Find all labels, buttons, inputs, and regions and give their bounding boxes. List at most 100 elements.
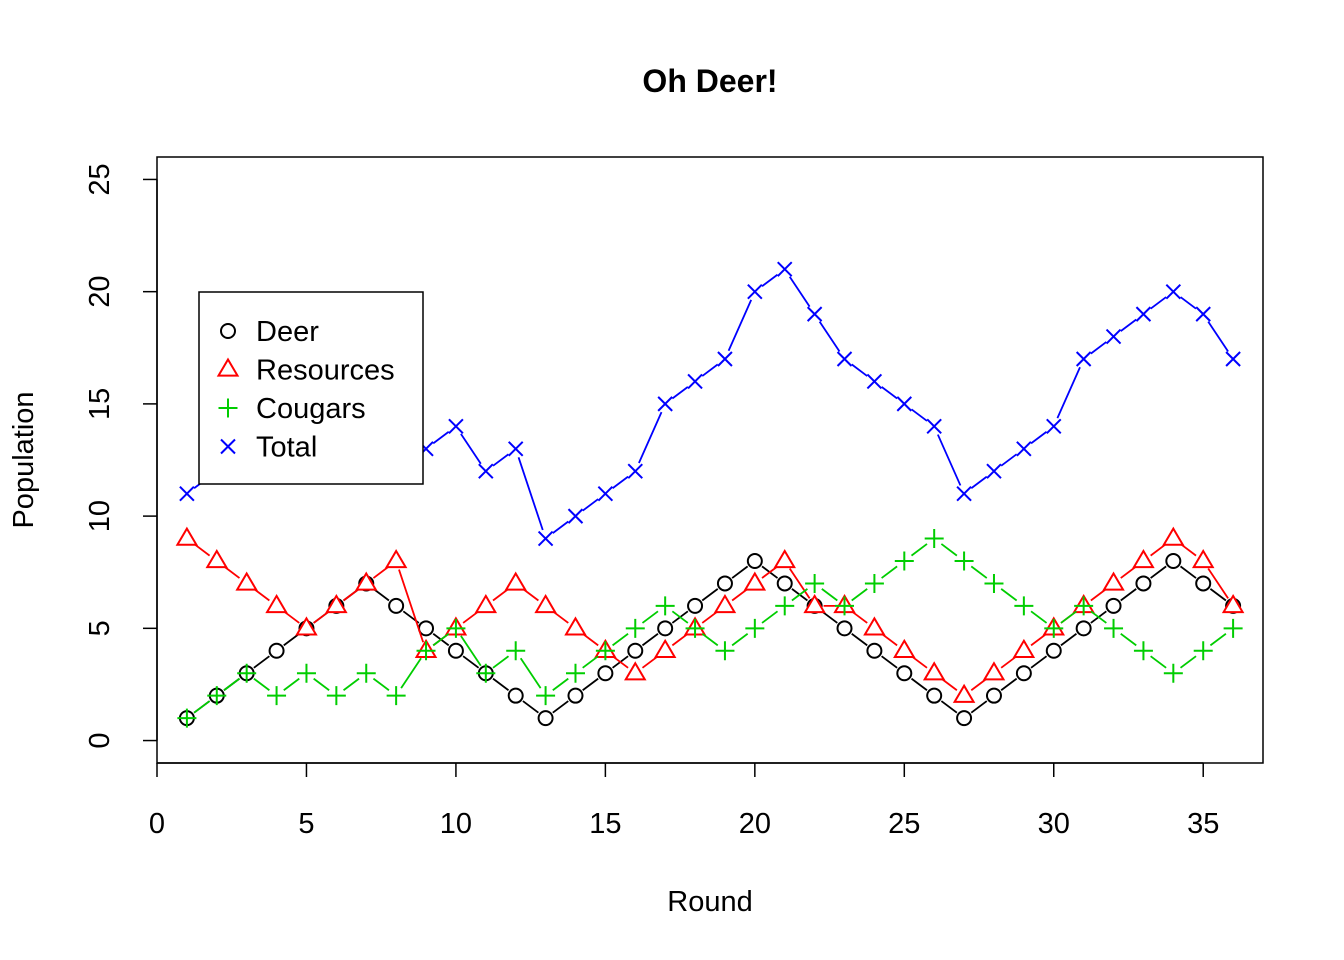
data-point-cougars [506,641,526,661]
data-point-total [1165,283,1182,300]
data-point-cougars [655,596,675,616]
data-point-resources [1132,549,1155,569]
legend: Deer Resources Cougars Total [198,291,424,485]
y-tick-label: 10 [84,500,116,532]
data-point-deer [687,597,704,614]
data-point-deer [268,642,285,659]
data-point-resources [534,593,557,614]
legend-symbol-deer [220,323,236,339]
legend-label-cougars: Cougars [256,393,366,425]
data-point-cougars [685,618,705,638]
data-point-cougars [984,573,1004,593]
data-point-cougars [894,551,914,571]
data-point-cougars [1104,618,1124,638]
x-tick-label: 0 [149,808,165,840]
data-point-resources [893,638,916,658]
data-point-total [1046,418,1062,435]
data-point-cougars [416,641,436,661]
data-point-resources [1012,638,1036,658]
data-point-total [597,485,614,502]
data-point-deer [597,665,614,682]
data-point-cougars [1014,596,1034,616]
data-point-resources [624,661,647,681]
data-point-deer [1045,642,1062,659]
data-point-resources [803,593,826,614]
legend-label-total: Total [256,432,317,464]
y-tick-label: 0 [84,732,116,748]
data-point-resources [863,616,886,636]
data-point-total [777,261,793,277]
data-point-resources [922,661,946,681]
x-axis: 0 5 10 15 20 25 30 35 [149,762,1219,840]
data-point-cougars [1133,641,1153,661]
data-point-resources [564,616,587,636]
y-axis-title: Population [8,391,40,528]
data-point-deer [1105,597,1122,614]
data-point-cougars [864,573,884,593]
data-point-deer [896,665,913,682]
data-point-cougars [386,686,406,706]
data-point-resources [175,526,199,546]
data-point-resources [235,571,258,591]
x-tick-label: 30 [1038,808,1070,840]
x-tick-label: 15 [589,808,621,840]
data-point-total [179,485,195,502]
data-point-cougars [565,663,585,683]
legend-label-resources: Resources [256,355,395,387]
data-point-deer [956,710,973,727]
data-point-total [478,463,494,479]
data-point-total [1075,351,1092,367]
data-point-total [1135,306,1152,322]
legend-label-deer: Deer [256,316,319,348]
data-point-total [687,373,703,390]
data-point-cougars [1074,596,1094,616]
data-point-resources [743,571,767,591]
series-line-cougars [193,543,1227,714]
data-point-cougars [446,618,466,638]
data-point-deer [507,687,524,704]
data-point-total [627,463,643,479]
data-point-cougars [1163,663,1183,683]
data-point-total [836,351,853,367]
data-point-total [507,441,524,457]
data-point-total [1105,328,1122,345]
data-point-deer [537,710,554,727]
data-point-cougars [296,663,316,683]
data-point-total [657,396,673,412]
data-point-deer [926,687,943,704]
data-point-deer [1135,575,1152,592]
legend-symbol-cougars [218,398,238,418]
data-point-resources [354,571,378,591]
y-tick-label: 15 [84,388,116,420]
data-point-cougars [476,663,496,683]
data-point-resources [1162,526,1185,546]
data-point-total [747,283,763,300]
x-tick-label: 5 [298,808,314,840]
data-point-resources [653,638,677,658]
data-point-resources [982,661,1006,681]
data-point-deer [836,620,853,637]
x-axis-title: Round [667,886,752,918]
data-point-resources [952,683,976,703]
data-point-total [896,396,913,412]
data-point-total [986,463,1002,479]
data-point-cougars [1223,618,1243,638]
data-point-total [717,351,733,367]
x-tick-label: 20 [739,808,771,840]
x-tick-label: 35 [1187,808,1219,840]
data-point-cougars [625,618,645,638]
data-point-resources [1102,571,1125,591]
data-point-resources [295,616,318,636]
data-point-cougars [326,686,346,706]
data-point-deer [388,597,405,614]
data-point-total [926,418,942,435]
legend-symbol-total [220,438,236,455]
data-point-deer [1165,553,1182,569]
data-point-resources [384,549,408,569]
data-point-cougars [267,686,287,706]
data-point-resources [205,549,229,569]
data-point-cougars [356,663,376,683]
data-point-total [567,508,584,524]
data-point-cougars [1193,641,1213,661]
